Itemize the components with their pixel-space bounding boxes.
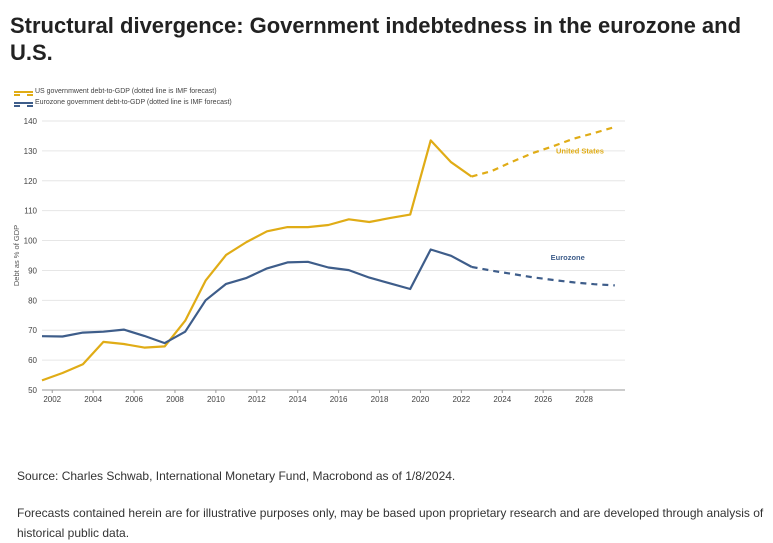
y-tick-label-130: 130 <box>24 147 38 156</box>
forecast-line-us <box>471 125 616 178</box>
chart-legend: US governmwent debt-to-GDP (dotted line … <box>14 86 232 108</box>
debt-chart: 50 60 70 80 90 100 110 120 130 140 2002 2004 2006 200… <box>12 117 625 404</box>
x-tick-label-2026: 2026 <box>534 395 552 404</box>
series-line-eurozone <box>41 248 473 345</box>
x-tick-label-2022: 2022 <box>452 395 470 404</box>
legend-swatch-eurozone <box>14 101 33 107</box>
y-tick-label-100: 100 <box>24 237 38 246</box>
y-tick-label-120: 120 <box>24 177 38 186</box>
x-tick-label-2004: 2004 <box>84 395 102 404</box>
x-tick-label-2010: 2010 <box>207 395 225 404</box>
legend-item-us: US governmwent debt-to-GDP (dotted line … <box>14 86 232 97</box>
legend-label-eurozone: Eurozone government debt-to-GDP (dotted … <box>35 99 232 106</box>
y-tick-label-50: 50 <box>28 386 37 395</box>
legend-swatch-us <box>14 90 33 96</box>
x-tick-label-2020: 2020 <box>412 395 430 404</box>
x-tick-label-2002: 2002 <box>43 395 61 404</box>
x-tick-label-2008: 2008 <box>166 395 184 404</box>
y-tick-label-60: 60 <box>28 356 37 365</box>
x-tick-label-2014: 2014 <box>289 395 307 404</box>
y-tick-label-110: 110 <box>24 207 37 216</box>
x-tick-label-2016: 2016 <box>330 395 348 404</box>
x-tick-label-2006: 2006 <box>125 395 143 404</box>
chart-title: Structural divergence: Government indebt… <box>10 13 742 65</box>
legend-item-eurozone: Eurozone government debt-to-GDP (dotted … <box>14 97 232 108</box>
legend-label-us: US governmwent debt-to-GDP (dotted line … <box>35 88 217 95</box>
source-note: Source: Charles Schwab, International Mo… <box>17 469 456 483</box>
series-label-eurozone: Eurozone <box>551 253 585 262</box>
disclaimer-note: Forecasts contained herein are for illus… <box>17 506 764 540</box>
y-axis-label: Debt as % of GDP <box>12 225 21 286</box>
x-tick-label-2024: 2024 <box>493 395 511 404</box>
y-tick-label-70: 70 <box>28 326 37 335</box>
y-tick-label-80: 80 <box>28 296 37 305</box>
y-tick-label-90: 90 <box>28 266 37 275</box>
x-tick-label-2018: 2018 <box>371 395 389 404</box>
x-tick-label-2012: 2012 <box>248 395 266 404</box>
series-label-us: United States <box>556 146 604 155</box>
x-tick-label-2028: 2028 <box>575 395 593 404</box>
series-line-us <box>41 139 473 382</box>
forecast-line-eurozone <box>471 265 615 287</box>
y-tick-label-140: 140 <box>24 117 38 126</box>
